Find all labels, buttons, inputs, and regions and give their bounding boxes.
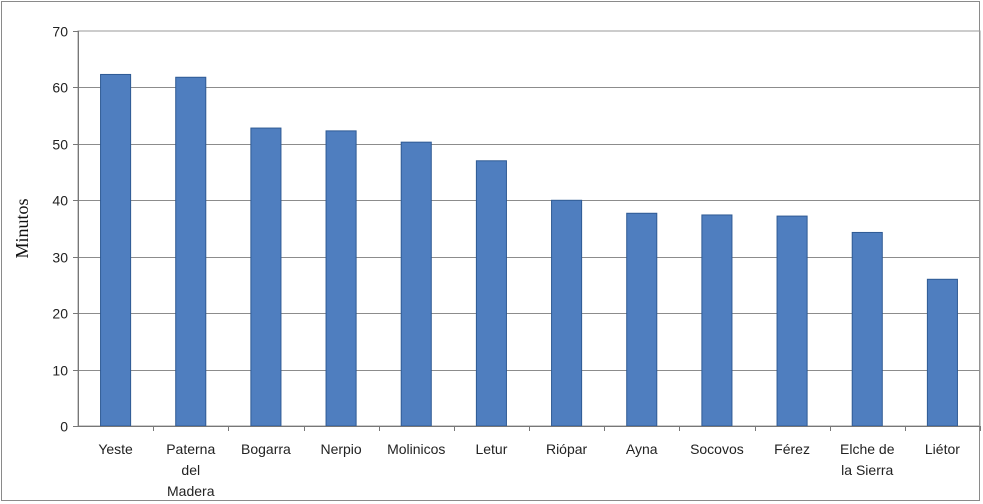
y-tick-label: 10 <box>52 363 68 379</box>
x-tick-label: Liétor <box>925 441 960 457</box>
bar[interactable] <box>400 141 432 427</box>
x-tick-label: Yeste <box>98 441 133 457</box>
bar[interactable] <box>551 199 583 427</box>
bar[interactable] <box>250 127 282 427</box>
bar[interactable] <box>475 160 507 427</box>
y-tick-label: 70 <box>52 24 68 40</box>
bar[interactable] <box>175 76 207 427</box>
x-tick-label: Paterna del Madera <box>166 441 215 499</box>
y-tick-label: 30 <box>52 250 68 266</box>
bar[interactable] <box>325 130 357 427</box>
x-tick-label: Férez <box>774 441 810 457</box>
bar[interactable] <box>626 212 658 427</box>
bar[interactable] <box>926 278 958 427</box>
y-axis-title: Minutos <box>12 198 32 258</box>
y-tick-label: 20 <box>52 306 68 322</box>
y-tick-label: 40 <box>52 193 68 209</box>
y-tick-label: 50 <box>52 137 68 153</box>
x-tick-label: Riópar <box>546 441 588 457</box>
x-tick-label: Molinicos <box>387 441 445 457</box>
x-tick-label: Nerpio <box>320 441 361 457</box>
x-tick-label: Bogarra <box>241 441 291 457</box>
y-tick-label: 0 <box>60 419 68 435</box>
y-tick-label: 60 <box>52 80 68 96</box>
x-tick-label: Ayna <box>626 441 658 457</box>
x-tick-label: Letur <box>475 441 507 457</box>
x-tick-label: Elche de la Sierra <box>840 441 895 478</box>
bar[interactable] <box>851 231 883 427</box>
bar[interactable] <box>100 73 132 427</box>
bar[interactable] <box>701 214 733 427</box>
plot-area <box>77 30 981 427</box>
x-tick-label: Socovos <box>690 441 744 457</box>
bar[interactable] <box>776 215 808 427</box>
